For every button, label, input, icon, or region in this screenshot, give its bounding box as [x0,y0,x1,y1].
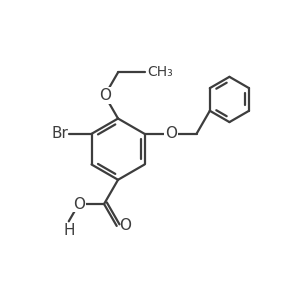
Text: H: H [63,223,74,238]
Text: O: O [165,126,177,141]
Text: Br: Br [52,126,68,141]
Text: O: O [73,197,85,212]
Text: CH₃: CH₃ [147,65,172,79]
Text: O: O [119,218,131,234]
Text: O: O [99,88,111,103]
